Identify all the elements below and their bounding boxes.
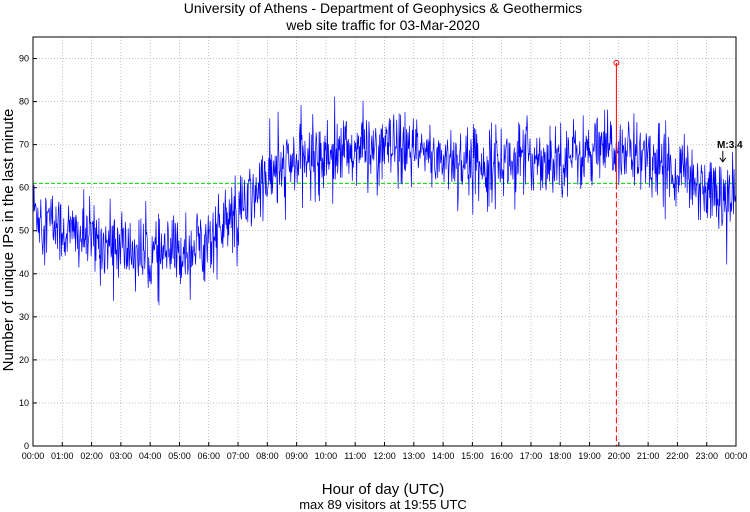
chart-subtitle: web site traffic for 03-Mar-2020 (285, 17, 480, 33)
x-tick-label: 22:00 (666, 451, 689, 461)
traffic-series-line (32, 96, 737, 306)
x-tick-label: 02:00 (80, 451, 103, 461)
chart-title: University of Athens - Department of Geo… (184, 0, 582, 16)
annotation-arrow-head (719, 157, 727, 163)
x-tick-label: 11:00 (344, 451, 366, 461)
x-tick-label: 06:00 (197, 451, 220, 461)
y-tick-label: 70 (19, 140, 29, 150)
footer-max-visitors: max 89 visitors at 19:55 UTC (299, 497, 467, 512)
x-tick-label: 05:00 (168, 451, 191, 461)
x-tick-label: 01:00 (51, 451, 74, 461)
y-tick-label: 20 (19, 355, 29, 365)
x-tick-label: 12:00 (373, 451, 396, 461)
x-tick-label: 16:00 (490, 451, 513, 461)
x-tick-label: 10:00 (315, 451, 338, 461)
y-tick-label: 10 (19, 398, 29, 408)
y-tick-label: 50 (19, 226, 29, 236)
x-tick-label: 17:00 (520, 451, 543, 461)
plot-frame (32, 36, 737, 447)
max-marker-point (613, 59, 620, 66)
y-tick-label: 80 (19, 97, 29, 107)
x-axis-ticks: 00:00 01:00 02:00 03:00 04:00 05:00 06:00 07:00… (22, 442, 748, 461)
x-tick-label: 04:00 (139, 451, 162, 461)
x-tick-label: 15:00 (461, 451, 484, 461)
x-tick-label: 23:00 (695, 451, 718, 461)
x-tick-label: 07:00 (227, 451, 250, 461)
x-tick-label: 13:00 (403, 451, 426, 461)
x-tick-label: 18:00 (549, 451, 572, 461)
x-tick-label: 09:00 (285, 451, 308, 461)
x-axis-label: Hour of day (UTC) (322, 481, 445, 498)
annotation-label: M:3.4 (717, 140, 743, 151)
x-tick-label: 08:00 (256, 451, 279, 461)
y-tick-label: 60 (19, 183, 29, 193)
y-axis-label: Number of unique IPs in the last minute (0, 109, 17, 372)
x-tick-label: 03:00 (110, 451, 133, 461)
y-tick-label: 40 (19, 269, 29, 279)
x-tick-label: 00:00 (725, 451, 748, 461)
y-tick-label: 90 (19, 54, 29, 64)
y-axis-ticks: 0 10 20 30 40 50 60 70 80 90 (19, 54, 37, 451)
x-tick-label: 19:00 (578, 451, 601, 461)
y-tick-label: 0 (24, 441, 29, 451)
y-tick-label: 30 (19, 312, 29, 322)
x-tick-label: 14:00 (432, 451, 455, 461)
x-tick-label: 21:00 (637, 451, 660, 461)
x-tick-label: 20:00 (608, 451, 631, 461)
x-tick-label: 00:00 (22, 451, 45, 461)
